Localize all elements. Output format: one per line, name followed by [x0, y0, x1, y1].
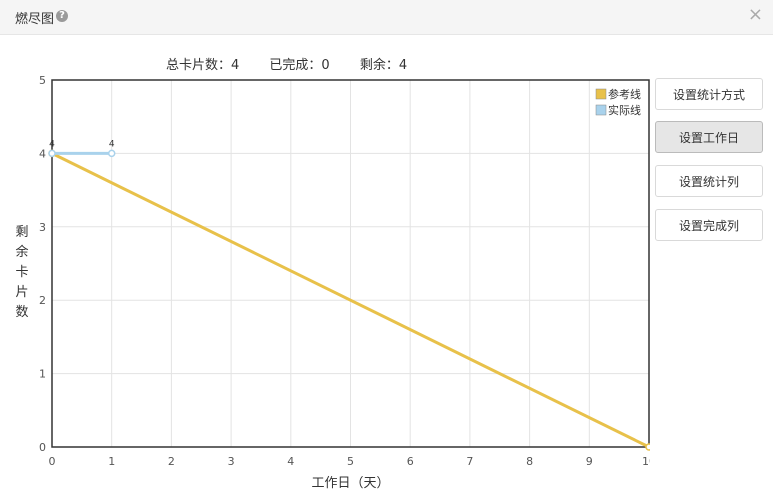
x-tick-label: 9 [586, 455, 593, 468]
data-label: 4 [49, 139, 55, 149]
y-axis-label-char: 余 [15, 244, 28, 260]
x-tick-label: 5 [347, 455, 354, 468]
card-summary: 总卡片数：4 已完成：0 剩余：4 [166, 54, 433, 73]
y-tick-label: 0 [39, 441, 46, 454]
set-statistics-method-button[interactable]: 设置统计方式 [655, 78, 763, 110]
set-statistics-columns-button[interactable]: 设置统计列 [655, 165, 763, 197]
help-icon[interactable]: ? [56, 10, 68, 22]
set-workdays-button[interactable]: 设置工作日 [655, 121, 763, 153]
legend-label: 参考线 [608, 87, 641, 101]
data-point [645, 443, 650, 451]
x-tick-label: 10 [642, 455, 650, 468]
data-point [48, 149, 56, 158]
remaining-count: 剩余：4 [359, 58, 408, 73]
x-tick-label: 6 [407, 455, 414, 468]
data-label: 4 [109, 139, 115, 149]
legend-swatch [595, 88, 607, 100]
x-axis-label: 工作日（天） [311, 476, 389, 490]
x-tick-label: 1 [108, 455, 115, 468]
series-line-reference [51, 152, 650, 449]
x-tick-label: 0 [49, 455, 56, 468]
x-tick-label: 2 [168, 455, 175, 468]
plot-frame [51, 79, 650, 448]
set-completed-columns-button[interactable]: 设置完成列 [655, 209, 763, 241]
y-axis-label-char: 数 [15, 305, 28, 320]
y-tick-label: 4 [39, 147, 46, 160]
legend-label: 实际线 [608, 103, 641, 117]
total-cards-count: 总卡片数：4 [166, 58, 240, 73]
completed-count: 已完成：0 [269, 58, 330, 73]
x-tick-label: 7 [466, 455, 473, 468]
y-tick-label: 5 [39, 74, 46, 87]
y-axis-label-char: 片 [15, 285, 28, 300]
y-tick-label: 2 [39, 294, 46, 307]
legend-swatch [595, 104, 607, 116]
y-tick-label: 3 [39, 221, 46, 234]
data-point [107, 149, 116, 158]
dialog-title: 燃尽图 [15, 12, 55, 27]
dialog-titlebar: 燃尽图 ? × [0, 0, 773, 35]
x-tick-label: 3 [228, 455, 235, 468]
x-tick-label: 4 [287, 455, 294, 468]
x-tick-label: 8 [526, 455, 533, 468]
y-tick-label: 1 [39, 368, 46, 381]
close-icon[interactable]: × [747, 4, 763, 25]
y-axis-label-char: 剩 [15, 225, 28, 240]
y-axis-label-char: 卡 [15, 265, 28, 280]
